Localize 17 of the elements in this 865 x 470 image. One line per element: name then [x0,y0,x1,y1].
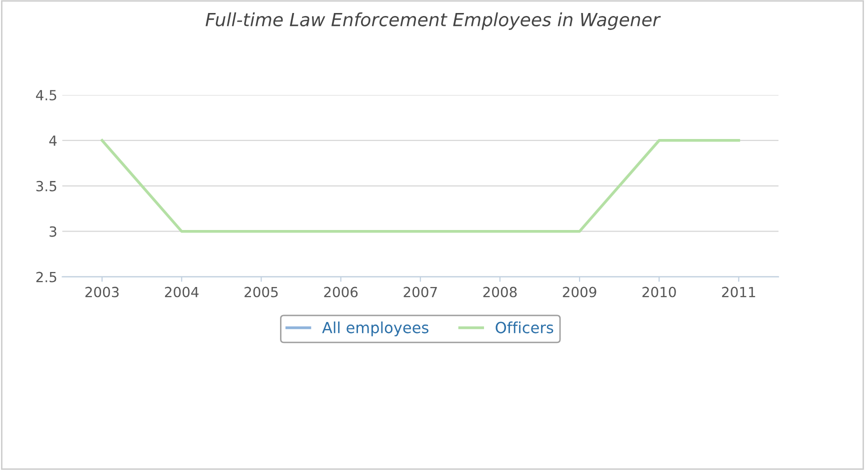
x-tick-label: 2009 [562,286,596,298]
legend-label: All employees [322,322,428,336]
y-tick-label: 3.5 [36,180,56,192]
x-tick-label: 2004 [164,286,199,298]
y-tick-label: 4.5 [36,90,56,100]
y-tick-label: 2.5 [36,272,56,282]
y-tick-label: 3 [50,226,56,237]
x-tick-label: 2011 [722,286,756,298]
x-tick-label: 2008 [483,286,517,298]
x-tick-label: 2007 [404,286,437,298]
x-tick-label: 2010 [642,286,676,298]
y-tick-label: 4 [49,136,57,146]
x-tick-label: 2005 [244,286,278,298]
legend-label: Officers [496,322,554,334]
x-tick-label: 2006 [324,286,358,298]
chart-title: Full-time Law Enforcement Employees in Wagener [206,12,661,30]
x-tick-label: 2003 [85,286,119,298]
